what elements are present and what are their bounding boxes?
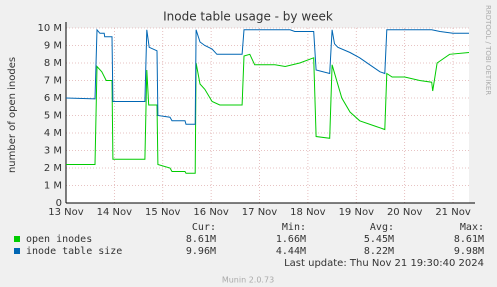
legend-header: Cur: [192, 222, 216, 233]
y-axis-label: number of open inodes [7, 57, 18, 173]
legend-entry: inode table size [26, 246, 122, 257]
chart-title: Inode table usage - by week [163, 10, 333, 24]
legend-entry: open inodes [26, 234, 92, 245]
legend-stat: 9.96M [186, 246, 216, 257]
y-tick-label: 9 M [44, 41, 62, 52]
legend-stat: 8.61M [454, 234, 484, 245]
x-tick-label: 13 Nov [48, 207, 84, 218]
x-tick-label: 15 Nov [145, 207, 181, 218]
x-tick-label: 17 Nov [242, 207, 278, 218]
x-tick-label: 21 Nov [435, 207, 471, 218]
legend-header: Min: [282, 222, 306, 233]
legend-swatch [14, 248, 20, 254]
y-tick-label: 3 M [44, 146, 62, 157]
legend-stat: 8.61M [186, 234, 216, 245]
series-line [65, 28, 469, 125]
legend-stat: 5.45M [364, 234, 394, 245]
legend-stat: 4.44M [276, 246, 306, 257]
legend-stat: 1.66M [276, 234, 306, 245]
y-tick-label: 8 M [44, 58, 62, 69]
footer: Munin 2.0.73 [222, 276, 274, 285]
legend-header: Avg: [370, 222, 394, 233]
y-tick-label: 5 M [44, 111, 62, 122]
y-tick-label: 6 M [44, 93, 62, 104]
y-tick-label: 0 [56, 198, 62, 209]
y-tick-label: 4 M [44, 128, 62, 139]
y-tick-label: 1 M [44, 181, 62, 192]
side-note: RRDTOOL / TOBI OETIKER [484, 5, 492, 95]
last-update: Last update: Thu Nov 21 19:30:40 2024 [284, 258, 484, 269]
x-tick-label: 14 Nov [97, 207, 133, 218]
legend-swatch [14, 236, 20, 242]
x-tick-label: 16 Nov [193, 207, 229, 218]
x-tick-label: 18 Nov [290, 207, 326, 218]
x-tick-label: 20 Nov [387, 207, 423, 218]
legend-stat: 8.22M [364, 246, 394, 257]
x-tick-label: 19 Nov [339, 207, 375, 218]
y-tick-label: 2 M [44, 163, 62, 174]
legend-stat: 9.98M [454, 246, 484, 257]
y-tick-label: 7 M [44, 76, 62, 87]
y-tick-label: 10 M [37, 23, 62, 34]
legend-header: Max: [460, 222, 484, 233]
series-line [66, 52, 470, 174]
